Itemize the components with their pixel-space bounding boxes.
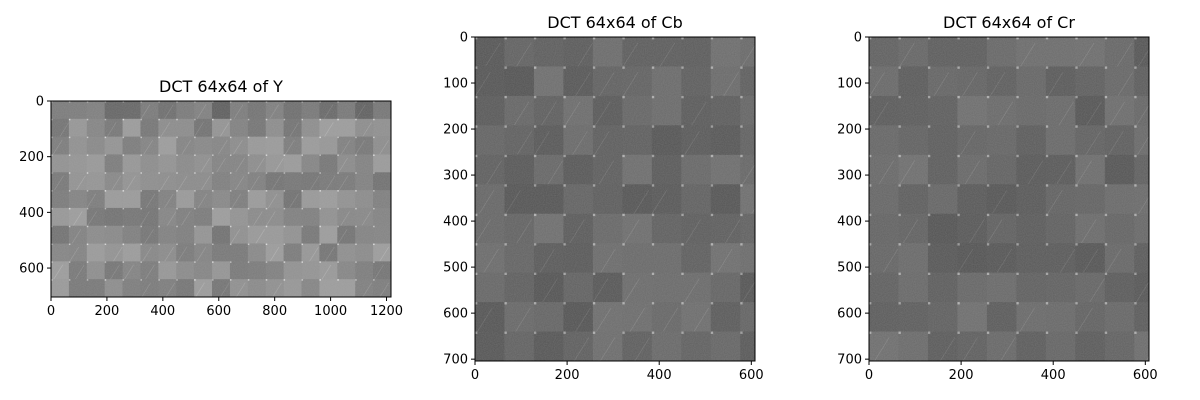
axes-frame — [868, 36, 1150, 362]
heatmap-image — [475, 37, 755, 361]
axes-frame — [50, 100, 392, 298]
x-tick-label: 600 — [739, 368, 764, 383]
y-tick-label: 100 — [837, 77, 862, 92]
y-tick-label: 200 — [837, 123, 862, 138]
y-tick-label: 600 — [19, 262, 44, 277]
y-tick-label: 700 — [837, 353, 862, 368]
y-tick-label: 300 — [837, 169, 862, 184]
dct-y-panel: DCT 64x64 of Y 0 200 400 600 800 1000 1200 0 200 4… — [19, 77, 403, 319]
y-tick-label: 500 — [837, 261, 862, 276]
y-tick-label: 700 — [443, 353, 468, 368]
y-tick-label: 200 — [19, 150, 44, 165]
x-tick-label: 600 — [1133, 368, 1158, 383]
y-tick-label: 500 — [443, 261, 468, 276]
x-tick-label: 1000 — [314, 304, 347, 319]
y-tick-label: 400 — [837, 215, 862, 230]
x-tick-label: 400 — [1041, 368, 1066, 383]
x-tick-label: 0 — [865, 368, 873, 383]
x-tick-label: 400 — [150, 304, 175, 319]
x-tick-label: 1200 — [370, 304, 403, 319]
x-tick-label: 800 — [262, 304, 287, 319]
x-tick-label: 0 — [471, 368, 479, 383]
y-tick-label: 0 — [36, 95, 44, 110]
axes-frame — [474, 36, 756, 362]
x-tick-label: 200 — [555, 368, 580, 383]
x-tick-label: 600 — [206, 304, 231, 319]
y-tick-label: 400 — [19, 206, 44, 221]
y-tick-label: 600 — [837, 307, 862, 322]
x-tick-label: 200 — [949, 368, 974, 383]
x-tick-label: 0 — [47, 304, 55, 319]
chart-title: DCT 64x64 of Cr — [943, 13, 1075, 32]
x-tick-label: 200 — [94, 304, 119, 319]
x-tick-label: 400 — [647, 368, 672, 383]
y-tick-label: 300 — [443, 169, 468, 184]
y-tick-label: 400 — [443, 215, 468, 230]
dct-cr-panel: DCT 64x64 of Cr 0 200 400 600 0 100 200 300 400 50… — [837, 13, 1158, 383]
chart-title: DCT 64x64 of Cb — [547, 13, 682, 32]
y-tick-label: 0 — [460, 31, 468, 46]
dct-cb-panel: DCT 64x64 of Cb 0 200 400 600 0 100 200 300 400 50… — [443, 13, 764, 383]
y-tick-label: 600 — [443, 307, 468, 322]
chart-title: DCT 64x64 of Y — [159, 77, 283, 96]
y-tick-label: 100 — [443, 77, 468, 92]
y-tick-label: 0 — [854, 31, 862, 46]
y-tick-label: 200 — [443, 123, 468, 138]
heatmap-image — [869, 37, 1149, 361]
heatmap-image — [51, 101, 391, 297]
